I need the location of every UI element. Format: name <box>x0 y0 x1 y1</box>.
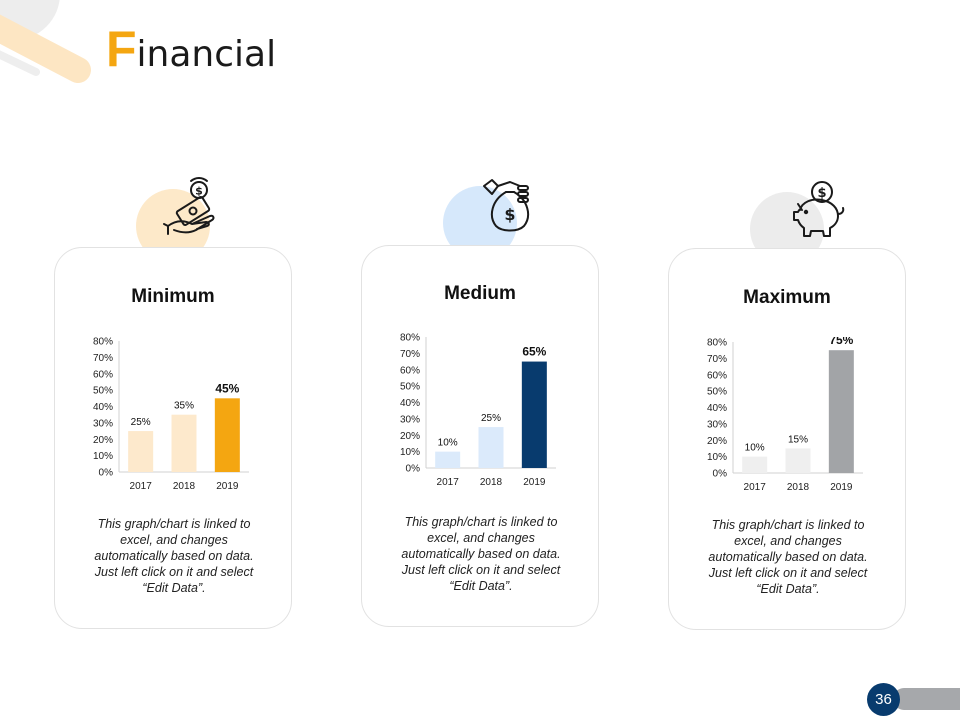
y-tick-label: 40% <box>93 402 113 413</box>
y-tick-label: 80% <box>400 333 420 344</box>
x-tick-label: 2019 <box>216 481 239 492</box>
card-title: Medium <box>444 283 516 304</box>
data-label: 35% <box>174 401 194 412</box>
y-tick-label: 20% <box>400 431 420 442</box>
bar-2019[interactable] <box>521 361 547 468</box>
card-medium: Medium 0% 10% 20% 30% 40% 50% 60% 70% 80% 10% 2017… <box>361 245 599 627</box>
y-tick-label: 50% <box>707 387 727 398</box>
data-label: 25% <box>481 413 501 424</box>
card-maximum: Maximum 0% 10% 20% 30% 40% 50% 60% 70% 80% 10% 201… <box>668 248 906 630</box>
x-tick-label: 2018 <box>787 482 810 493</box>
bar-2018[interactable] <box>478 427 504 468</box>
data-label: 25% <box>131 417 151 428</box>
svg-text:$: $ <box>504 205 515 224</box>
chart-maximum[interactable]: 0% 10% 20% 30% 40% 50% 60% 70% 80% 10% 2017 15% 2018… <box>695 337 865 502</box>
money-bag-icon: $ <box>476 172 542 238</box>
card-minimum: Minimum 0% 10% 20% 30% 40% 50% 60% 70% 80% 25% 201… <box>54 247 292 629</box>
y-tick-label: 30% <box>93 418 113 429</box>
x-tick-label: 2017 <box>437 477 460 488</box>
bar-2019[interactable] <box>828 350 854 473</box>
x-tick-label: 2017 <box>130 481 153 492</box>
y-tick-label: 10% <box>707 452 727 463</box>
page-indicator-bar <box>893 688 960 710</box>
data-label: 75% <box>829 337 853 347</box>
card-title: Minimum <box>131 286 215 307</box>
y-tick-label: 30% <box>707 419 727 430</box>
corner-decoration <box>0 0 140 100</box>
page-title-rest: inancial <box>136 34 277 75</box>
bar-2018[interactable] <box>171 414 197 472</box>
y-tick-label: 50% <box>400 382 420 393</box>
bar-chart[interactable]: 0% 10% 20% 30% 40% 50% 60% 70% 80% 25% 2017 35% 2018… <box>81 336 251 501</box>
svg-text:$: $ <box>195 185 203 198</box>
card-title: Maximum <box>743 287 831 308</box>
chart-minimum[interactable]: 0% 10% 20% 30% 40% 50% 60% 70% 80% 25% 2017 35% 2018… <box>81 336 251 501</box>
y-tick-label: 40% <box>707 403 727 414</box>
x-tick-label: 2019 <box>830 482 853 493</box>
y-tick-label: 20% <box>93 435 113 446</box>
y-tick-label: 0% <box>713 469 728 480</box>
y-tick-label: 20% <box>707 436 727 447</box>
y-tick-label: 10% <box>93 451 113 462</box>
x-tick-label: 2017 <box>744 482 767 493</box>
y-tick-label: 70% <box>93 353 113 364</box>
y-tick-label: 60% <box>400 365 420 376</box>
bar-2017[interactable] <box>435 451 461 468</box>
page-number: 36 <box>867 683 900 716</box>
page-title: Financial <box>106 20 276 78</box>
data-label: 15% <box>788 434 808 445</box>
y-tick-label: 50% <box>93 386 113 397</box>
y-tick-label: 80% <box>93 337 113 348</box>
data-label: 10% <box>745 443 765 454</box>
y-tick-label: 0% <box>99 468 114 479</box>
y-tick-label: 70% <box>707 354 727 365</box>
piggy-bank-icon: $ <box>786 176 852 242</box>
y-tick-label: 10% <box>400 447 420 458</box>
bar-2019[interactable] <box>214 398 240 472</box>
svg-text:$: $ <box>817 186 826 201</box>
y-tick-label: 60% <box>93 369 113 380</box>
x-tick-label: 2018 <box>480 477 503 488</box>
bar-chart[interactable]: 0% 10% 20% 30% 40% 50% 60% 70% 80% 10% 2017 25% 2018… <box>388 332 558 497</box>
data-label: 10% <box>438 438 458 449</box>
page-title-initial: F <box>106 21 137 77</box>
x-tick-label: 2018 <box>173 481 196 492</box>
data-label: 45% <box>215 381 239 395</box>
card-description: This graph/chart is linked to excel, and… <box>708 518 868 596</box>
y-tick-label: 60% <box>707 370 727 381</box>
bar-2017[interactable] <box>742 456 768 473</box>
card-description: This graph/chart is linked to excel, and… <box>401 515 561 593</box>
y-tick-label: 0% <box>406 464 421 475</box>
bar-2017[interactable] <box>128 431 154 472</box>
x-tick-label: 2019 <box>523 477 546 488</box>
data-label: 65% <box>522 345 546 359</box>
y-tick-label: 30% <box>400 414 420 425</box>
bar-chart[interactable]: 0% 10% 20% 30% 40% 50% 60% 70% 80% 10% 2017 15% 2018… <box>695 337 865 502</box>
y-tick-label: 80% <box>707 338 727 349</box>
chart-medium[interactable]: 0% 10% 20% 30% 40% 50% 60% 70% 80% 10% 2017 25% 2018… <box>388 332 558 497</box>
hand-money-icon: $ <box>162 176 228 242</box>
bar-2018[interactable] <box>785 448 811 473</box>
y-tick-label: 40% <box>400 398 420 409</box>
y-tick-label: 70% <box>400 349 420 360</box>
card-description: This graph/chart is linked to excel, and… <box>94 517 254 595</box>
